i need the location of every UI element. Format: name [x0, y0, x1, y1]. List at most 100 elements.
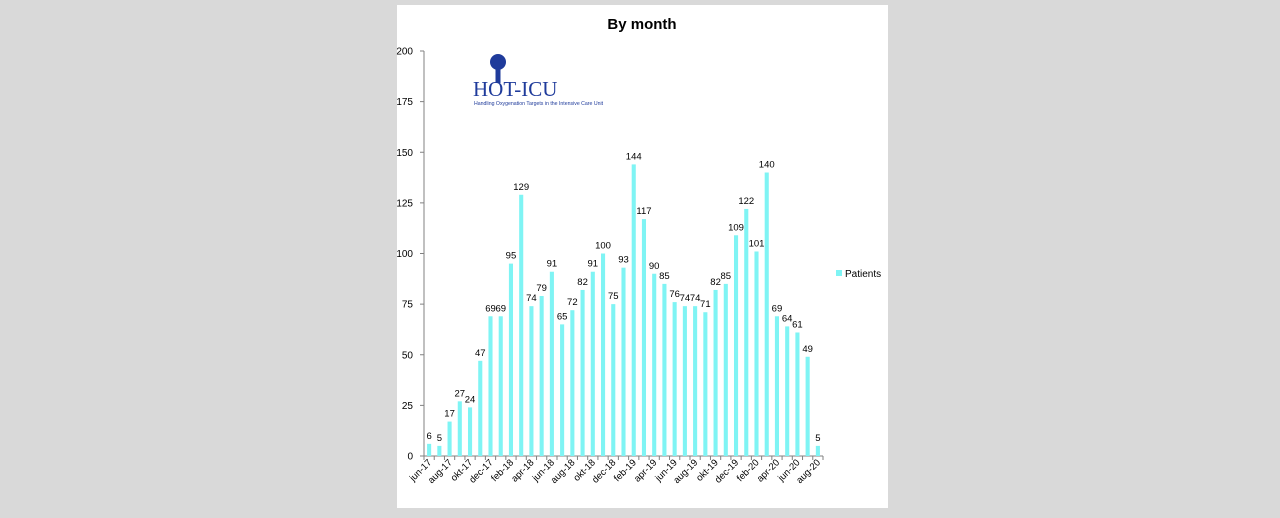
x-tick-label: apr-19	[632, 457, 659, 484]
data-label: 129	[513, 182, 529, 193]
bar	[785, 326, 790, 456]
data-label: 27	[455, 388, 466, 399]
y-tick-label: 200	[396, 47, 413, 58]
bar	[703, 312, 708, 456]
y-tick-label: 100	[396, 249, 413, 260]
data-label: 90	[649, 261, 660, 272]
legend-swatch	[836, 270, 842, 276]
bar	[764, 172, 769, 456]
bar	[519, 194, 524, 456]
y-tick-label: 125	[396, 198, 413, 209]
bar	[815, 445, 820, 456]
data-label: 82	[710, 277, 721, 288]
data-label: 24	[465, 394, 476, 405]
data-label: 91	[547, 259, 558, 270]
bar	[805, 356, 810, 456]
data-label: 65	[557, 311, 568, 322]
bar	[580, 289, 585, 456]
data-label: 79	[536, 283, 547, 294]
bar	[672, 302, 677, 456]
data-label: 76	[669, 289, 680, 300]
bar	[611, 304, 616, 456]
bar	[641, 219, 647, 456]
bar	[508, 263, 514, 456]
data-label: 5	[437, 433, 442, 444]
data-label: 72	[567, 297, 578, 308]
data-label: 6	[426, 431, 431, 442]
data-label: 74	[526, 293, 537, 304]
data-label: 69	[485, 303, 496, 314]
bar	[754, 251, 759, 456]
bar	[570, 310, 575, 456]
bar	[590, 271, 595, 456]
bar	[723, 283, 728, 456]
bar	[498, 316, 503, 456]
bar	[652, 273, 657, 456]
bar	[539, 296, 544, 456]
logo-ball	[490, 54, 506, 70]
bar	[682, 306, 687, 456]
y-tick-label: 175	[396, 97, 413, 108]
y-tick-label: 75	[402, 300, 414, 311]
data-label: 74	[690, 293, 701, 304]
bar	[600, 253, 606, 456]
logo-tagline: Handling Oxygenation Targets in the Inte…	[474, 101, 604, 107]
bar	[488, 316, 493, 456]
bar	[795, 332, 800, 456]
data-label: 140	[759, 160, 775, 171]
bar	[733, 235, 739, 456]
bar	[447, 421, 452, 456]
legend-label: Patients	[845, 269, 881, 280]
data-label: 69	[495, 303, 506, 314]
x-tick-label: apr-20	[755, 457, 782, 484]
bar	[478, 360, 483, 456]
bar	[427, 443, 432, 456]
bar	[621, 267, 626, 456]
bar	[437, 445, 442, 456]
data-label: 17	[444, 409, 455, 420]
data-label: 85	[659, 271, 670, 282]
data-label: 49	[802, 344, 813, 355]
data-label: 64	[782, 313, 793, 324]
y-tick-label: 25	[402, 401, 414, 412]
bar	[713, 289, 718, 456]
data-label: 117	[636, 206, 651, 217]
data-label: 100	[595, 241, 611, 252]
legend: Patients	[836, 269, 881, 280]
logo-text: HOT-ICU	[473, 77, 557, 101]
data-label: 144	[626, 151, 642, 162]
data-label: 91	[588, 259, 599, 270]
logo-stem	[495, 66, 501, 83]
y-tick-label: 150	[396, 148, 413, 159]
data-label: 82	[577, 277, 588, 288]
data-label: 61	[792, 319, 803, 330]
data-label: 109	[728, 222, 744, 233]
data-label: 5	[815, 433, 820, 444]
data-label: 93	[618, 255, 629, 266]
data-label: 95	[506, 251, 517, 262]
data-label: 101	[749, 238, 765, 249]
data-label: 71	[700, 299, 711, 310]
bar	[662, 283, 667, 456]
bar	[457, 401, 462, 456]
x-tick-label: apr-18	[509, 457, 536, 484]
bar	[744, 208, 749, 456]
bar	[560, 324, 565, 456]
data-label: 75	[608, 291, 619, 302]
bar	[631, 164, 636, 456]
bar	[549, 271, 554, 456]
y-tick-label: 50	[402, 350, 414, 361]
data-label: 122	[738, 196, 754, 207]
data-label: 74	[680, 293, 691, 304]
data-label: 47	[475, 348, 486, 359]
bar	[774, 316, 780, 456]
bar	[467, 407, 473, 456]
chart-title: By month	[607, 16, 676, 33]
data-label: 85	[721, 271, 732, 282]
bar	[529, 306, 534, 456]
bar	[693, 306, 698, 456]
data-label: 69	[772, 303, 783, 314]
hot-icu-logo: HOT-ICU Handling Oxygenation Targets in …	[473, 54, 604, 107]
